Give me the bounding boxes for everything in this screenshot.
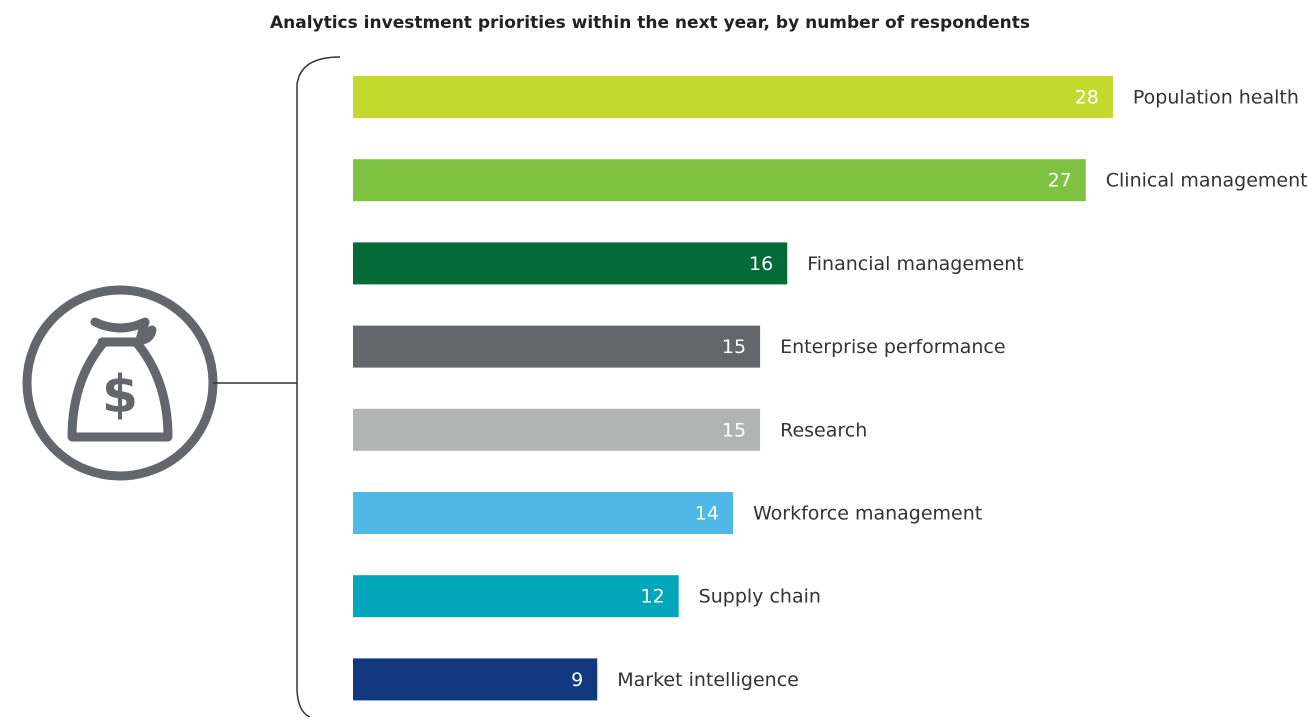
bar [353, 76, 1113, 118]
bar [353, 575, 679, 618]
value-label: 15 [722, 336, 746, 358]
value-label: 16 [749, 253, 773, 275]
category-label: Supply chain [699, 586, 821, 608]
category-label: Financial management [807, 253, 1024, 275]
value-label: 15 [722, 419, 746, 441]
bar [353, 159, 1086, 202]
money-bag [67, 317, 173, 442]
category-label: Population health [1133, 87, 1299, 109]
bracket [213, 56, 341, 718]
dollar-sign: $ [102, 365, 138, 425]
bracket-line [296, 56, 341, 718]
bar [353, 325, 761, 368]
icon: $ [22, 285, 218, 481]
value-label: 27 [1048, 170, 1072, 192]
bar [353, 242, 788, 285]
category-label: Clinical management [1106, 170, 1307, 192]
bar [353, 658, 598, 701]
bar [353, 492, 733, 534]
value-label: 9 [571, 669, 583, 691]
value-label: 14 [695, 503, 719, 525]
bar [353, 408, 761, 451]
category-label: Workforce management [753, 503, 982, 525]
category-label: Enterprise performance [780, 336, 1005, 358]
category-label: Research [780, 419, 867, 441]
value-label: 28 [1075, 87, 1099, 109]
chart-title: Analytics investment priorities within t… [270, 13, 1030, 33]
category-label: Market intelligence [617, 669, 799, 691]
value-label: 12 [640, 586, 664, 608]
